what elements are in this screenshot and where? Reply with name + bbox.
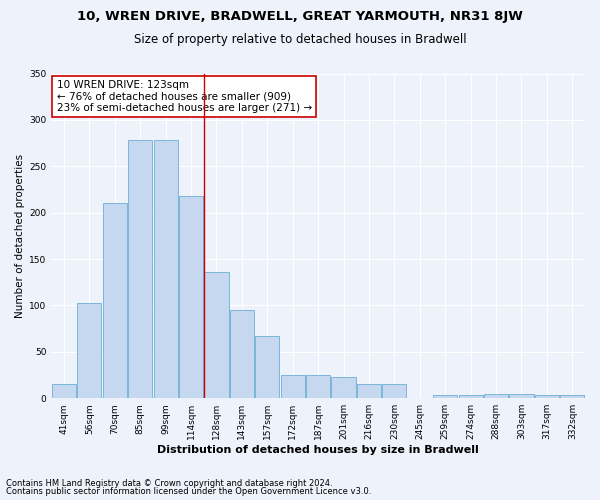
Bar	[484, 394, 508, 398]
X-axis label: Distribution of detached houses by size in Bradwell: Distribution of detached houses by size …	[157, 445, 479, 455]
Bar	[205, 272, 229, 398]
Bar	[357, 384, 381, 398]
Bar	[306, 375, 330, 398]
Bar	[560, 396, 584, 398]
Bar	[230, 310, 254, 398]
Bar	[179, 196, 203, 398]
Text: Size of property relative to detached houses in Bradwell: Size of property relative to detached ho…	[134, 32, 466, 46]
Bar	[281, 375, 305, 398]
Text: 10 WREN DRIVE: 123sqm
← 76% of detached houses are smaller (909)
23% of semi-det: 10 WREN DRIVE: 123sqm ← 76% of detached …	[56, 80, 312, 113]
Bar	[509, 394, 533, 398]
Bar	[382, 384, 406, 398]
Bar	[331, 377, 356, 398]
Text: 10, WREN DRIVE, BRADWELL, GREAT YARMOUTH, NR31 8JW: 10, WREN DRIVE, BRADWELL, GREAT YARMOUTH…	[77, 10, 523, 23]
Bar	[128, 140, 152, 398]
Text: Contains public sector information licensed under the Open Government Licence v3: Contains public sector information licen…	[6, 487, 371, 496]
Text: Contains HM Land Registry data © Crown copyright and database right 2024.: Contains HM Land Registry data © Crown c…	[6, 478, 332, 488]
Bar	[103, 204, 127, 398]
Bar	[433, 396, 457, 398]
Bar	[458, 396, 483, 398]
Bar	[255, 336, 280, 398]
Y-axis label: Number of detached properties: Number of detached properties	[15, 154, 25, 318]
Bar	[535, 396, 559, 398]
Bar	[154, 140, 178, 398]
Bar	[52, 384, 76, 398]
Bar	[77, 302, 101, 398]
